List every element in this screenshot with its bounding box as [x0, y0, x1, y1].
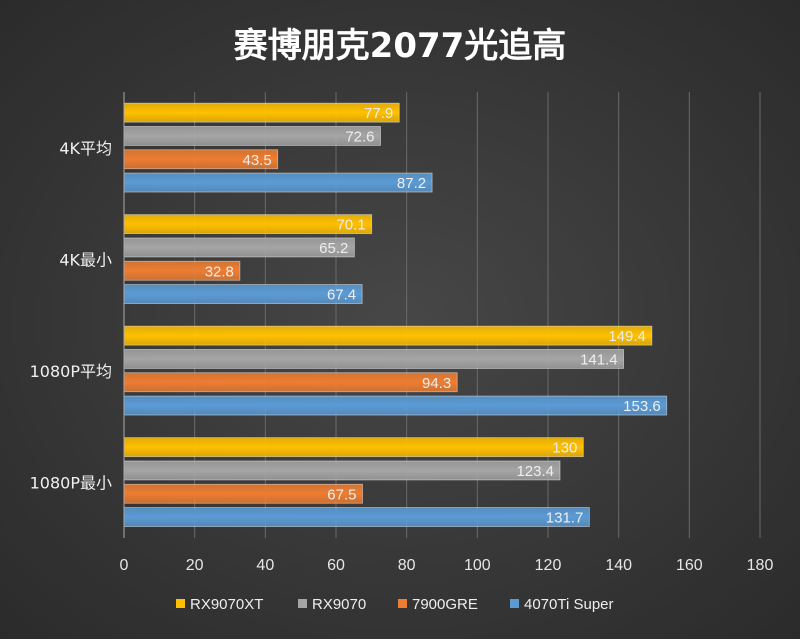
- bar: [123, 437, 584, 458]
- bar: [123, 395, 668, 416]
- data-label: 87.2: [397, 175, 426, 192]
- bar: [123, 102, 400, 123]
- data-label: 72.6: [345, 128, 374, 145]
- legend-swatch: [398, 599, 407, 608]
- data-label: 123.4: [516, 463, 554, 480]
- data-label: 131.7: [546, 510, 584, 527]
- x-tick-label: 0: [120, 557, 129, 574]
- chart-title: 赛博朋克2077光追高: [233, 26, 567, 66]
- data-label: 43.5: [242, 152, 271, 169]
- bar: [123, 372, 458, 393]
- legend-label: RX9070: [312, 596, 366, 613]
- bar: [123, 325, 653, 346]
- data-label: 65.2: [319, 240, 348, 257]
- legend-swatch: [298, 599, 307, 608]
- data-label: 67.4: [327, 287, 356, 304]
- y-category-label: 4K最小: [59, 250, 112, 269]
- data-label: 141.4: [580, 351, 618, 368]
- legend-label: RX9070XT: [190, 596, 263, 613]
- data-label: 32.8: [205, 263, 234, 280]
- bar: [123, 507, 590, 527]
- y-category-label: 1080P平均: [30, 362, 112, 381]
- y-category-label: 4K平均: [59, 139, 112, 158]
- x-tick-label: 180: [747, 557, 774, 574]
- x-tick-label: 120: [535, 557, 562, 574]
- bar: [123, 349, 625, 369]
- legend-label: 4070Ti Super: [524, 596, 614, 613]
- x-tick-label: 40: [256, 557, 274, 574]
- bar: [123, 460, 561, 481]
- x-tick-label: 140: [605, 557, 632, 574]
- x-tick-label: 80: [398, 557, 416, 574]
- data-label: 153.6: [623, 398, 661, 415]
- data-label: 67.5: [327, 486, 356, 503]
- x-tick-label: 160: [676, 557, 703, 574]
- legend-label: 7900GRE: [412, 596, 478, 613]
- y-category-label: 1080P最小: [30, 473, 112, 492]
- x-tick-label: 100: [464, 557, 491, 574]
- legend-swatch: [510, 599, 519, 608]
- data-label: 149.4: [608, 328, 646, 345]
- bar: [123, 172, 433, 193]
- bar: [123, 214, 373, 235]
- x-tick-label: 60: [327, 557, 345, 574]
- data-label: 70.1: [336, 217, 365, 234]
- data-label: 130: [552, 440, 577, 457]
- bar: [123, 126, 381, 146]
- legend-swatch: [176, 599, 185, 608]
- x-tick-label: 20: [186, 557, 204, 574]
- data-label: 94.3: [422, 375, 451, 392]
- data-label: 77.9: [364, 105, 393, 122]
